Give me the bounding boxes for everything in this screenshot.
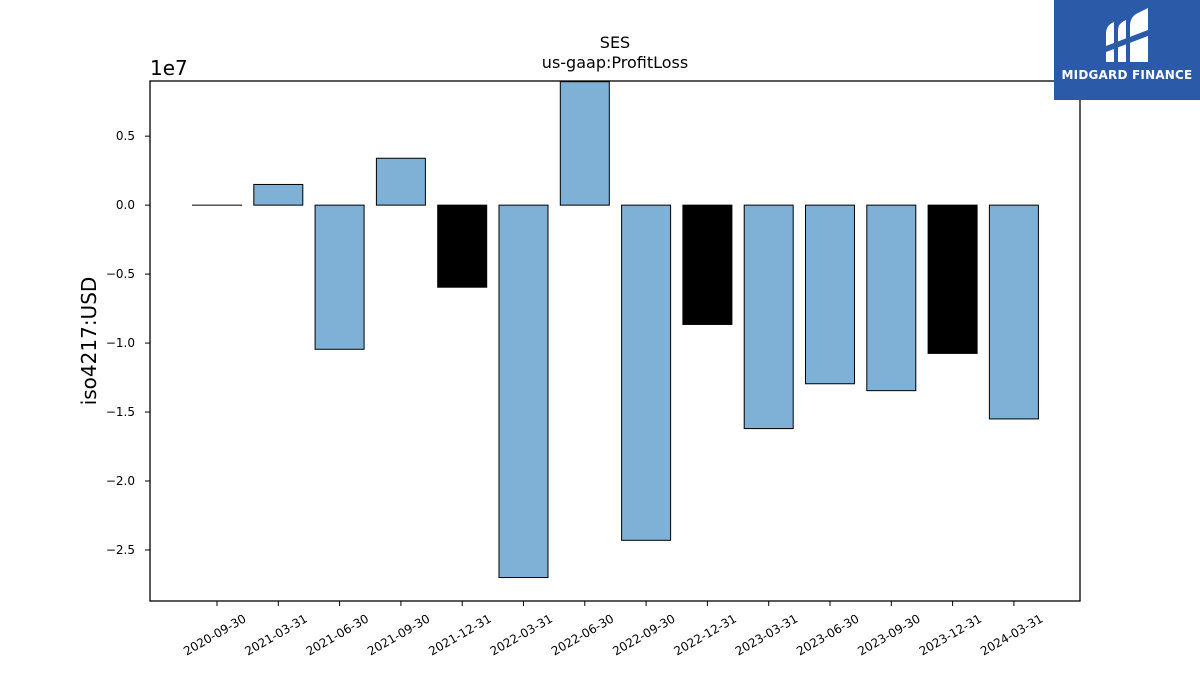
x-tick-label: 2023-06-30 <box>794 611 861 658</box>
bar-2023-09-30 <box>866 204 917 392</box>
y-tick-label: −2.5 <box>106 543 135 557</box>
midgard-finance-logo: MIDGARD FINANCE <box>1054 0 1200 100</box>
bar-2023-06-30 <box>805 204 855 385</box>
y-tick-label: −2.0 <box>106 474 135 488</box>
x-tick-label: 2023-03-31 <box>733 611 800 658</box>
bar-2021-12-31 <box>437 204 488 288</box>
x-tick-label: 2021-03-31 <box>242 611 309 658</box>
bar-2023-12-31 <box>927 204 978 354</box>
bar-2023-03-31 <box>743 204 794 430</box>
chart-subtitle: us-gaap:ProfitLoss <box>542 53 688 72</box>
bar-2021-06-30 <box>314 204 365 350</box>
logo-text: MIDGARD FINANCE <box>1061 68 1193 82</box>
y-axis: 0.5 0.0 −0.5 −1.0 −1.5 −2.0 −2.5 <box>106 129 150 557</box>
chart-title: SES <box>600 33 630 52</box>
y-tick-label: −1.5 <box>106 405 135 419</box>
bars-group <box>192 81 1039 579</box>
x-tick-label: 2024-03-31 <box>978 611 1045 658</box>
x-axis: 2020-09-302021-03-312021-06-302021-09-30… <box>181 601 1045 658</box>
x-tick-label: 2022-09-30 <box>610 611 677 658</box>
x-tick-label: 2021-12-31 <box>426 611 493 658</box>
y-axis-label: iso4217:USD <box>77 277 101 406</box>
plot-frame <box>149 80 1081 602</box>
y-tick-label: 0.0 <box>116 198 135 212</box>
bar-2022-06-30 <box>559 81 610 206</box>
x-tick-label: 2022-12-31 <box>671 611 738 658</box>
bar-2021-03-31 <box>253 183 304 206</box>
y-tick-label: −0.5 <box>106 267 135 281</box>
x-tick-label: 2022-06-30 <box>549 611 616 658</box>
y-scale-label: 1e7 <box>150 56 188 80</box>
x-tick-label: 2020-09-30 <box>181 611 248 658</box>
x-tick-label: 2023-12-31 <box>917 611 984 658</box>
bar-2022-09-30 <box>621 204 672 541</box>
x-tick-label: 2021-06-30 <box>304 611 371 658</box>
logo-background <box>1054 0 1200 100</box>
bar-2021-09-30 <box>375 157 426 206</box>
logo-mark-icon <box>1106 8 1148 62</box>
y-tick-label: 0.5 <box>116 129 135 143</box>
bar-2022-12-31 <box>682 204 733 325</box>
bar-2022-03-31 <box>498 204 549 579</box>
x-tick-label: 2022-03-31 <box>488 611 555 658</box>
bar-2024-03-31 <box>988 204 1039 420</box>
x-tick-label: 2021-09-30 <box>365 611 432 658</box>
y-tick-label: −1.0 <box>106 336 135 350</box>
x-tick-label: 2023-09-30 <box>855 611 922 658</box>
